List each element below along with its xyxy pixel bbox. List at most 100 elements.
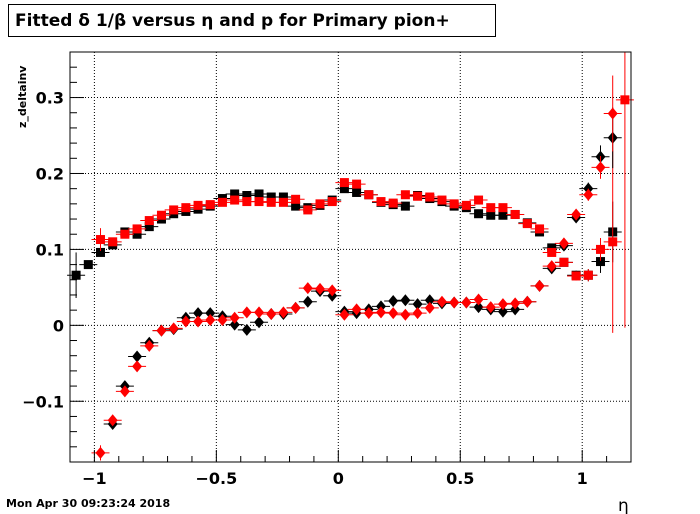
data-point-square — [425, 192, 435, 202]
data-point-square — [352, 179, 362, 189]
data-point-diamond — [229, 318, 240, 331]
data-point-diamond — [522, 295, 533, 308]
data-point-diamond — [388, 307, 399, 320]
data-point-square — [230, 195, 240, 205]
data-point-square — [132, 229, 142, 239]
data-point-diamond — [461, 296, 472, 309]
data-point-square — [327, 197, 337, 207]
data-point-diamond — [351, 303, 362, 316]
x-tick-label: −0.5 — [195, 469, 237, 488]
data-point-diamond — [424, 301, 435, 314]
data-point-diamond — [375, 306, 386, 319]
data-point-square — [278, 197, 288, 207]
data-point-square — [559, 257, 569, 267]
data-point-square — [242, 191, 252, 200]
y-tick-label: 0.1 — [36, 240, 64, 259]
data-point-diamond — [436, 295, 447, 308]
data-point-square — [230, 189, 240, 199]
data-point-diamond — [424, 294, 435, 307]
data-point-square — [352, 187, 362, 197]
data-point-square — [486, 210, 496, 220]
data-point-square — [364, 190, 374, 200]
data-point-square — [242, 197, 252, 207]
data-point-diamond — [607, 107, 618, 120]
data-point-square — [486, 203, 496, 213]
chart-title: Fitted δ 1/β versus η and p for Primary … — [8, 4, 496, 37]
black-square-series — [67, 184, 622, 298]
data-point-square — [571, 271, 581, 281]
data-point-square — [583, 270, 593, 280]
timestamp: Mon Apr 30 09:23:24 2018 — [6, 497, 171, 510]
data-series — [67, 52, 634, 461]
data-point-diamond — [241, 306, 252, 319]
axis-tick-labels: −1 −0.5 0 0.5 1 −0.1 0 0.1 0.2 0.3 — [22, 89, 588, 488]
data-point-square — [278, 192, 288, 202]
data-point-square — [620, 95, 630, 105]
data-point-diamond — [412, 298, 423, 311]
y-tick-label: 0.3 — [36, 89, 64, 108]
data-point-diamond — [95, 446, 106, 459]
data-point-diamond — [180, 315, 191, 328]
data-point-square — [254, 189, 264, 199]
y-axis-label: z_deltainv — [16, 65, 29, 128]
data-point-diamond — [168, 322, 179, 335]
data-point-diamond — [388, 295, 399, 308]
data-point-square — [108, 237, 118, 247]
red-square-series — [91, 52, 634, 333]
data-point-diamond — [497, 298, 508, 311]
data-point-diamond — [412, 307, 423, 320]
data-point-diamond — [119, 385, 130, 398]
data-point-square — [217, 197, 227, 207]
data-point-diamond — [473, 293, 484, 306]
data-point-diamond — [400, 294, 411, 307]
data-point-square — [449, 199, 459, 209]
data-point-square — [474, 209, 484, 219]
red-diamond-series — [91, 75, 622, 461]
data-point-diamond — [107, 414, 118, 427]
data-point-diamond — [290, 301, 301, 314]
data-point-square — [339, 178, 349, 188]
data-point-square — [144, 222, 154, 232]
data-point-diamond — [449, 296, 460, 309]
data-point-square — [437, 195, 447, 205]
data-point-square — [498, 210, 508, 220]
data-point-square — [181, 203, 191, 213]
data-point-diamond — [363, 307, 374, 320]
data-point-square — [596, 257, 606, 267]
black-diamond-series — [103, 107, 622, 431]
data-point-diamond — [510, 303, 521, 316]
data-point-diamond — [302, 295, 313, 308]
data-point-square — [254, 197, 264, 207]
data-point-diamond — [485, 301, 496, 314]
y-tick-label: 0.2 — [36, 164, 64, 183]
data-point-square — [522, 219, 532, 229]
data-point-diamond — [558, 237, 569, 250]
data-point-diamond — [241, 323, 252, 336]
data-point-diamond — [595, 161, 606, 174]
x-tick-label: −1 — [82, 469, 107, 488]
data-point-square — [266, 197, 276, 207]
data-point-square — [291, 201, 301, 211]
x-axis-label: η — [618, 496, 629, 514]
data-point-diamond — [315, 282, 326, 295]
data-point-square — [608, 237, 618, 247]
data-point-diamond — [229, 311, 240, 324]
data-point-square — [474, 195, 484, 205]
data-point-square — [376, 197, 386, 207]
grid-lines — [70, 52, 631, 462]
x-tick-label: 1 — [577, 469, 588, 488]
data-point-diamond — [254, 306, 265, 319]
data-point-diamond — [205, 307, 216, 320]
y-tick-label: −0.1 — [22, 392, 64, 411]
data-point-diamond — [278, 306, 289, 319]
data-point-square — [535, 224, 545, 234]
data-point-diamond — [266, 307, 277, 320]
data-point-square — [291, 194, 301, 204]
data-point-square — [400, 190, 410, 200]
data-point-square — [169, 205, 179, 215]
data-point-square — [120, 229, 130, 239]
data-point-diamond — [156, 324, 167, 337]
data-point-diamond — [205, 314, 216, 327]
data-point-diamond — [583, 188, 594, 201]
data-point-diamond — [132, 350, 143, 363]
